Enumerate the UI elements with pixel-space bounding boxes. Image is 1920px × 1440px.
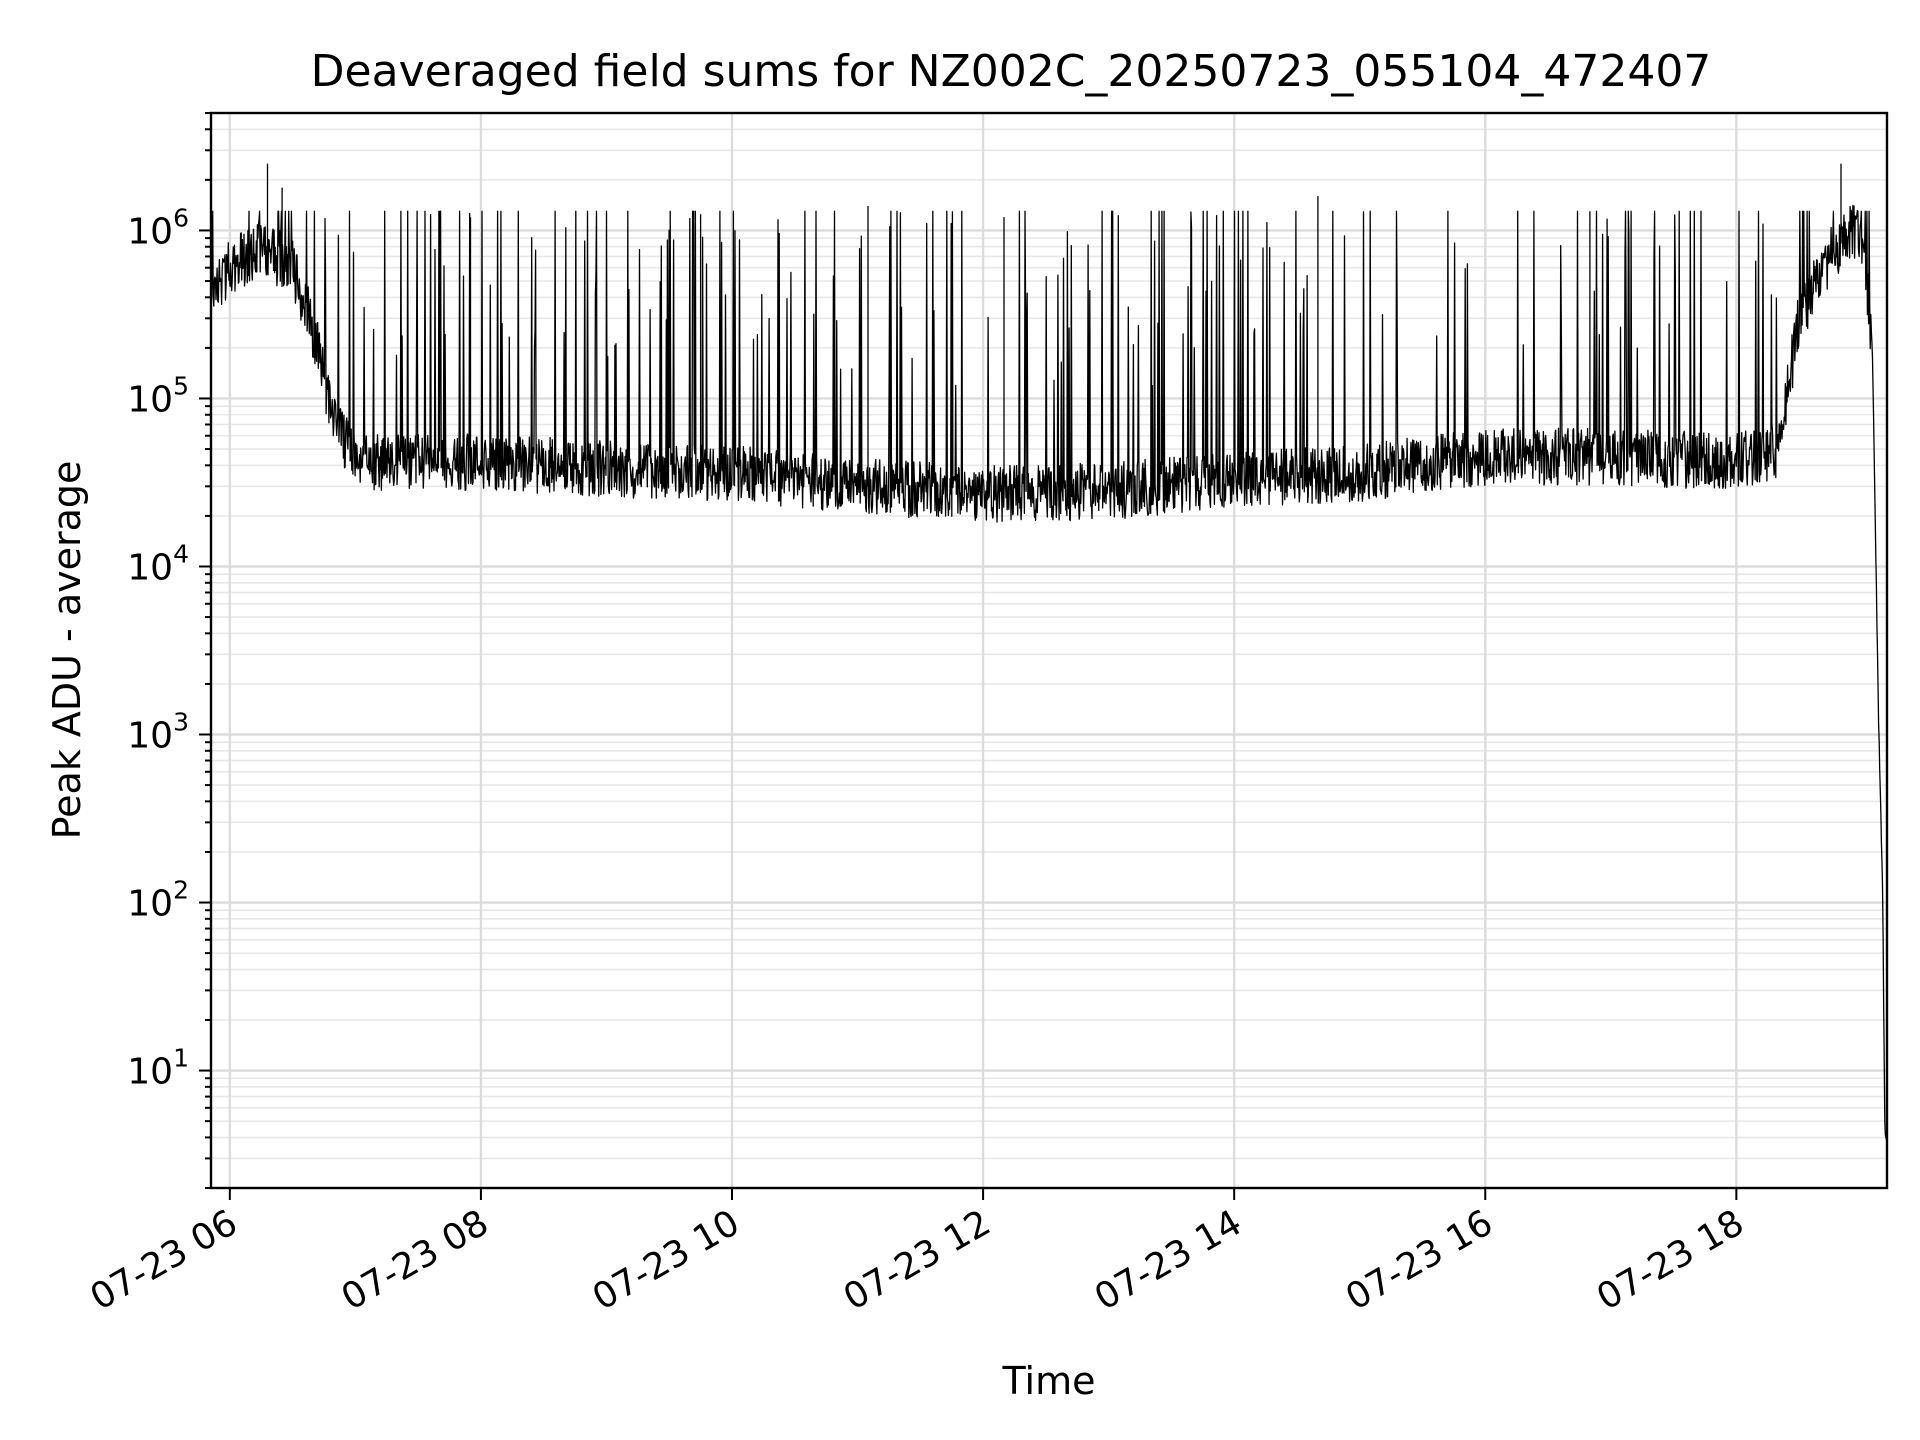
x-tick-label: 07-23 18: [1590, 1202, 1751, 1318]
plot-frame: [209, 111, 1889, 1190]
y-tick-label: 103: [127, 708, 189, 757]
y-tick-label: 106: [127, 203, 189, 252]
y-tick-label: 102: [127, 876, 189, 925]
series-group: [210, 163, 1888, 1141]
x-axis-label: Time: [1002, 1359, 1096, 1403]
x-tick-label: 07-23 08: [335, 1202, 496, 1318]
x-tick-label: 07-23 10: [586, 1202, 747, 1318]
chart-title: Deaveraged field sums for NZ002C_2025072…: [311, 46, 1712, 97]
x-tick-label: 07-23 06: [84, 1202, 245, 1318]
series-line: [210, 163, 1888, 1141]
x-axis: 07-23 06 07-23 08 07-23 10 07-23 12 07-23 14…: [84, 1188, 1751, 1319]
y-tick-label: 104: [127, 539, 189, 588]
y-axis: 101 102 103 104 105 106: [127, 112, 211, 1189]
y-tick-label: 105: [127, 371, 189, 420]
x-tick-label: 07-23 14: [1088, 1202, 1249, 1318]
y-tick-label: 101: [127, 1044, 189, 1093]
x-tick-label: 07-23 12: [837, 1202, 998, 1318]
grid: [211, 112, 1887, 1189]
x-tick-label: 07-23 16: [1339, 1202, 1500, 1318]
y-axis-label: Peak ADU - average: [45, 461, 89, 840]
